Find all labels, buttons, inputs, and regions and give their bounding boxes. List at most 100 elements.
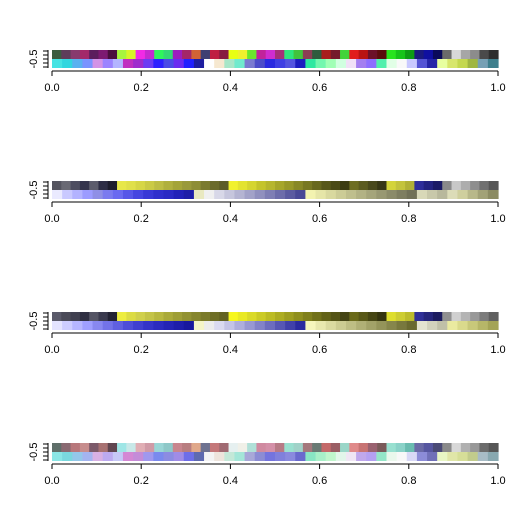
color-cell [377,312,388,321]
color-cell [423,50,434,59]
color-cell [345,452,357,461]
color-cell [122,59,134,68]
color-cell [61,50,72,59]
color-cell [98,50,109,59]
x-tick-label: 0.4 [223,344,238,356]
color-cell [345,59,357,68]
color-cell [340,50,350,59]
color-cell [144,50,155,59]
color-cell [312,312,323,321]
color-cell [126,50,137,59]
color-cell [358,50,369,59]
color-cell [284,312,295,321]
color-cell [107,312,118,321]
color-cell [133,452,144,461]
color-cell [126,181,137,190]
color-cell [72,59,84,68]
color-cell [321,443,332,452]
color-cell [447,59,459,68]
color-cell [163,50,174,59]
color-cell [172,50,183,59]
color-cell [423,312,434,321]
color-cell [52,181,62,190]
color-cell [72,321,84,330]
color-cell [163,443,174,452]
color-cell [122,452,134,461]
color-cell [191,443,202,452]
color-cell [92,321,104,330]
color-cell [154,181,165,190]
strip-panel-3: 0.0 0.2 0.4 0.6 0.8 1.0 -0.5 [28,312,506,356]
x-tick-label: 1.0 [490,475,505,487]
color-cell [228,181,239,190]
color-cell [153,452,165,461]
color-cell [406,59,418,68]
color-cell [416,452,428,461]
color-cell [477,59,489,68]
color-cell [163,59,175,68]
color-cell [79,312,90,321]
color-cell [367,312,378,321]
color-cell [244,59,256,68]
color-cell [62,190,73,199]
color-cell [219,443,230,452]
color-cell [457,59,469,68]
color-cell [61,312,72,321]
color-cell [467,190,479,199]
color-cell [356,452,367,461]
color-cell [302,443,313,452]
color-cell [285,321,296,330]
color-cell [295,59,307,68]
color-cell [377,50,388,59]
color-cell [237,312,248,321]
x-tick-label: 0.6 [312,344,327,356]
color-cell [112,59,124,68]
color-cell [377,443,388,452]
color-cell [315,59,327,68]
color-cell [275,181,285,190]
color-cell [451,181,462,190]
color-cell [432,181,443,190]
color-cell [414,181,425,190]
color-cell [234,321,246,330]
color-cell [345,321,357,330]
color-cell [315,452,327,461]
color-cell [386,50,397,59]
color-cell [244,190,256,199]
color-cell [477,321,489,330]
x-tick-label: 0.6 [312,475,327,487]
color-cell [275,312,285,321]
color-cell [234,190,246,199]
color-cell [488,312,499,321]
color-cell [315,190,327,199]
color-cell [98,443,109,452]
color-cell [117,443,127,452]
color-cell [312,443,323,452]
color-cell [284,50,295,59]
color-cell [224,190,236,199]
color-cell [325,452,337,461]
color-cell [62,321,73,330]
color-cell [414,312,425,321]
color-cell [92,59,104,68]
color-cell [285,190,296,199]
color-cell [460,312,471,321]
color-cell [442,50,453,59]
color-cell [330,50,341,59]
color-cell [416,321,428,330]
color-cell [153,190,165,199]
color-cell [293,312,304,321]
color-cell [345,190,357,199]
color-cell [163,452,175,461]
color-cell [457,321,469,330]
x-tick-label: 0.0 [44,213,59,225]
color-cell [117,181,127,190]
color-cell [62,59,73,68]
color-cell [396,452,408,461]
color-cell [264,190,276,199]
color-cell [366,190,377,199]
color-cell [395,50,406,59]
color-cell [340,312,350,321]
color-cell [405,50,415,59]
